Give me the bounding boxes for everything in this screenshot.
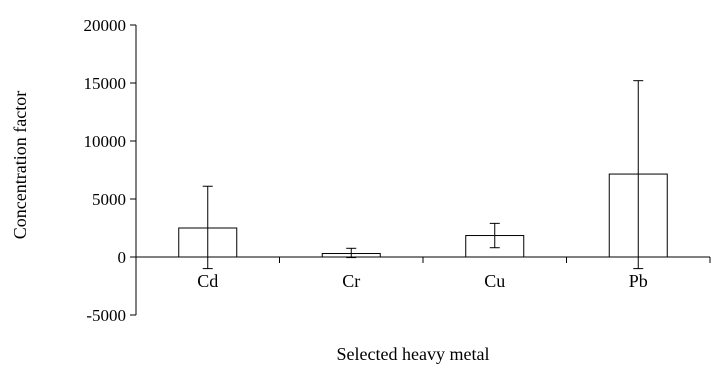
y-tick-label: -5000: [86, 306, 126, 325]
y-tick-label: 5000: [92, 190, 126, 209]
y-axis: 20000 15000 10000 5000 0 -5000: [84, 16, 137, 325]
x-tick-label: Pb: [629, 271, 648, 291]
error-bars: [202, 80, 644, 270]
y-tick-label: 15000: [84, 74, 127, 93]
x-tick-label: Cr: [342, 271, 360, 291]
x-axis: Cd Cr Cu Pb: [136, 256, 711, 291]
bars: [178, 173, 668, 258]
y-axis-title: Concentration factor: [10, 91, 30, 239]
x-axis-title: Selected heavy metal: [337, 344, 490, 364]
y-tick-label: 20000: [84, 16, 127, 35]
y-tick-label: 0: [118, 248, 127, 267]
y-tick-label: 10000: [84, 132, 127, 151]
x-tick-label: Cu: [484, 271, 505, 291]
x-tick-label: Cd: [197, 271, 218, 291]
